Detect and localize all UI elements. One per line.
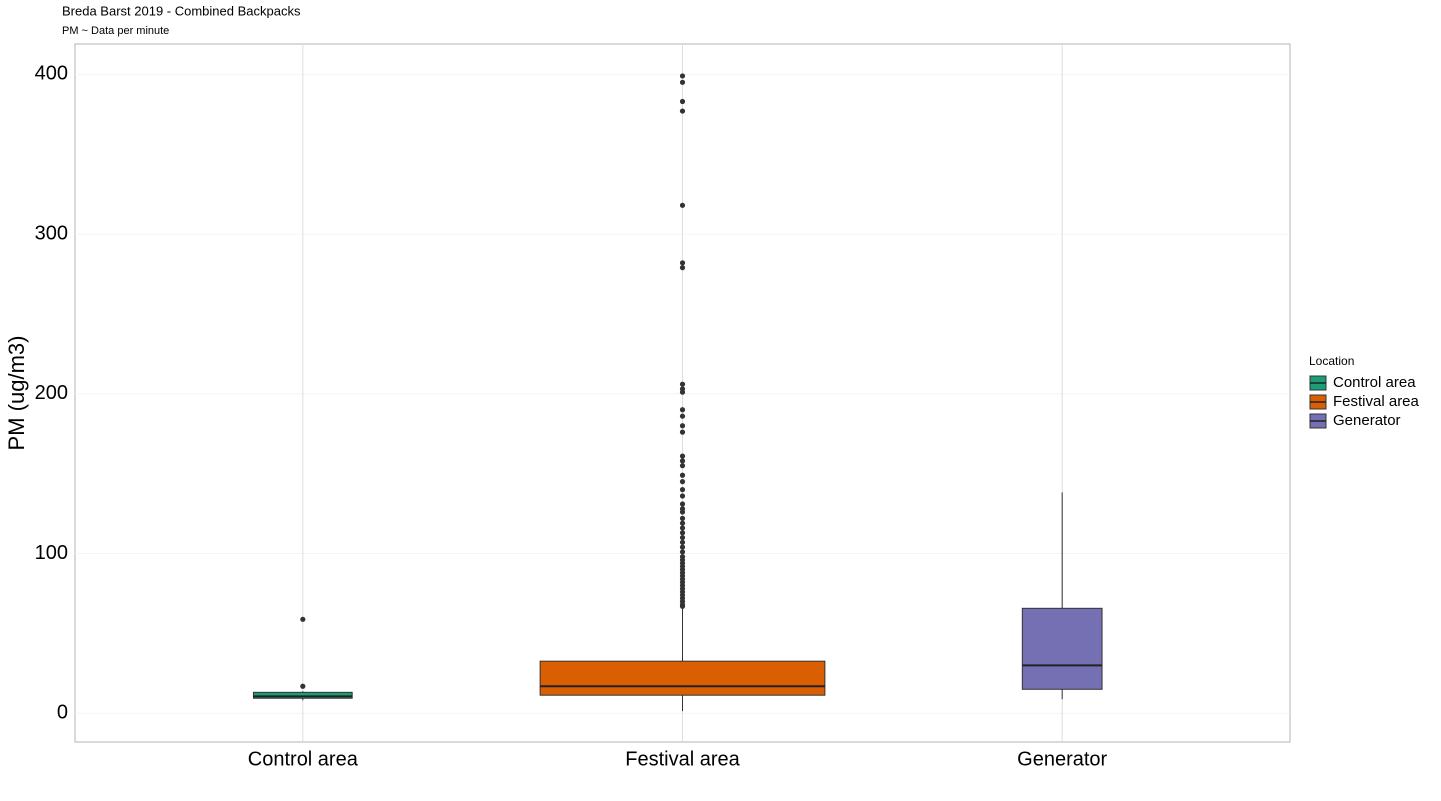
chart-subtitle: PM ~ Data per minute xyxy=(62,25,169,37)
outlier xyxy=(679,265,686,271)
outlier xyxy=(679,525,686,531)
outlier xyxy=(679,453,686,459)
outlier xyxy=(679,423,686,429)
outlier xyxy=(679,534,686,541)
y-tick-label: 400 xyxy=(35,63,68,85)
box xyxy=(1021,607,1103,690)
y-tick-label: 100 xyxy=(35,542,68,564)
outlier xyxy=(679,515,686,521)
y-tick-label: 0 xyxy=(57,702,68,724)
outlier xyxy=(679,98,686,105)
outlier xyxy=(679,506,686,512)
legend-label: Control area xyxy=(1333,374,1416,391)
outlier xyxy=(300,616,306,622)
outlier xyxy=(679,530,686,536)
x-tick-label: Festival area xyxy=(625,748,740,770)
x-tick-label: Control area xyxy=(248,748,359,770)
outlier xyxy=(679,108,686,114)
outlier xyxy=(679,554,686,560)
y-tick-label: 200 xyxy=(35,382,68,404)
outlier xyxy=(679,463,686,469)
outlier xyxy=(679,73,686,79)
outlier xyxy=(679,493,686,499)
outlier xyxy=(679,202,686,208)
outlier xyxy=(679,472,686,478)
outlier xyxy=(300,683,306,689)
outlier xyxy=(679,487,686,493)
legend-label: Festival area xyxy=(1333,393,1420,410)
y-axis-label: PM (ug/m3) xyxy=(4,336,29,451)
x-tick-label: Generator xyxy=(1017,748,1107,770)
y-tick-label: 300 xyxy=(35,222,68,244)
outlier xyxy=(679,501,686,507)
outlier xyxy=(679,549,686,555)
outlier xyxy=(679,458,686,464)
outlier xyxy=(679,429,686,435)
chart-title: Breda Barst 2019 - Combined Backpacks xyxy=(62,3,301,18)
outlier xyxy=(679,381,686,387)
outlier xyxy=(679,413,686,419)
outlier xyxy=(679,407,686,413)
legend-label: Generator xyxy=(1333,412,1401,429)
outlier xyxy=(679,479,686,485)
outlier xyxy=(679,520,686,526)
box xyxy=(252,691,353,699)
box xyxy=(539,660,826,696)
outlier xyxy=(679,539,686,545)
outlier xyxy=(679,79,686,85)
legend-title: Location xyxy=(1309,354,1354,368)
outlier xyxy=(679,260,686,266)
outlier xyxy=(679,386,686,392)
outlier xyxy=(679,544,686,550)
